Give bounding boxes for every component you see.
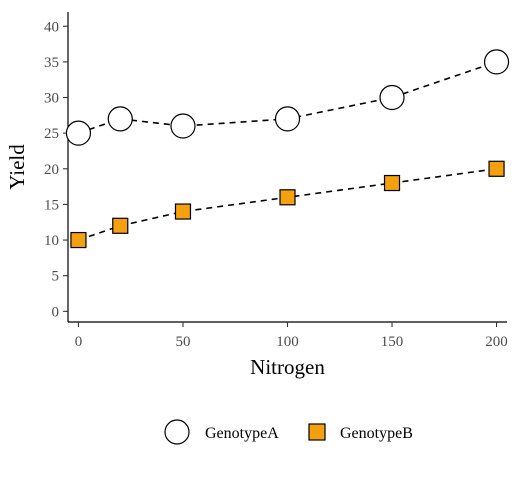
legend: GenotypeA GenotypeB xyxy=(164,419,413,445)
x-tick-label: 0 xyxy=(75,334,83,350)
legend-label-genotypeb: GenotypeB xyxy=(340,425,413,442)
x-tick-label: 200 xyxy=(485,334,508,350)
y-tick-label: 5 xyxy=(52,269,60,285)
x-axis-title: Nitrogen xyxy=(250,355,325,379)
legend-key-genotypea xyxy=(164,419,190,445)
genotypea-point xyxy=(107,106,133,132)
series-lines xyxy=(78,61,497,241)
genotypeb-point xyxy=(383,174,401,192)
legend-label-genotypea: GenotypeA xyxy=(205,425,279,442)
y-tick-label: 35 xyxy=(44,55,59,71)
genotypeb-point xyxy=(112,217,129,234)
series-markers xyxy=(65,49,510,249)
y-tick-label: 40 xyxy=(44,19,59,35)
y-tick-label: 25 xyxy=(44,126,59,142)
genotypea-point xyxy=(483,49,510,75)
y-tick-label: 0 xyxy=(52,304,60,320)
genotypeb-point xyxy=(174,203,192,220)
genotypea-point xyxy=(379,84,405,111)
genotypeb-point xyxy=(279,189,296,206)
y-tick-label: 10 xyxy=(44,233,59,249)
genotypeb-point xyxy=(70,231,87,249)
genotypeb-point xyxy=(488,160,505,177)
genotypea-point xyxy=(65,120,92,146)
x-tick-label: 100 xyxy=(276,334,299,350)
legend-key-genotypeb xyxy=(308,423,326,441)
y-tick-label: 15 xyxy=(44,197,59,213)
axes: 0 5 10 15 20 25 30 35 40 0 50 100 150 200 xyxy=(44,12,508,350)
genotypea-point xyxy=(274,106,301,132)
genotypea-point xyxy=(170,113,196,139)
y-axis-title: Yield xyxy=(5,144,29,190)
y-tick-label: 20 xyxy=(44,162,59,178)
y-tick-label: 30 xyxy=(44,91,59,107)
x-tick-label: 150 xyxy=(381,334,404,350)
x-tick-label: 50 xyxy=(175,334,190,350)
